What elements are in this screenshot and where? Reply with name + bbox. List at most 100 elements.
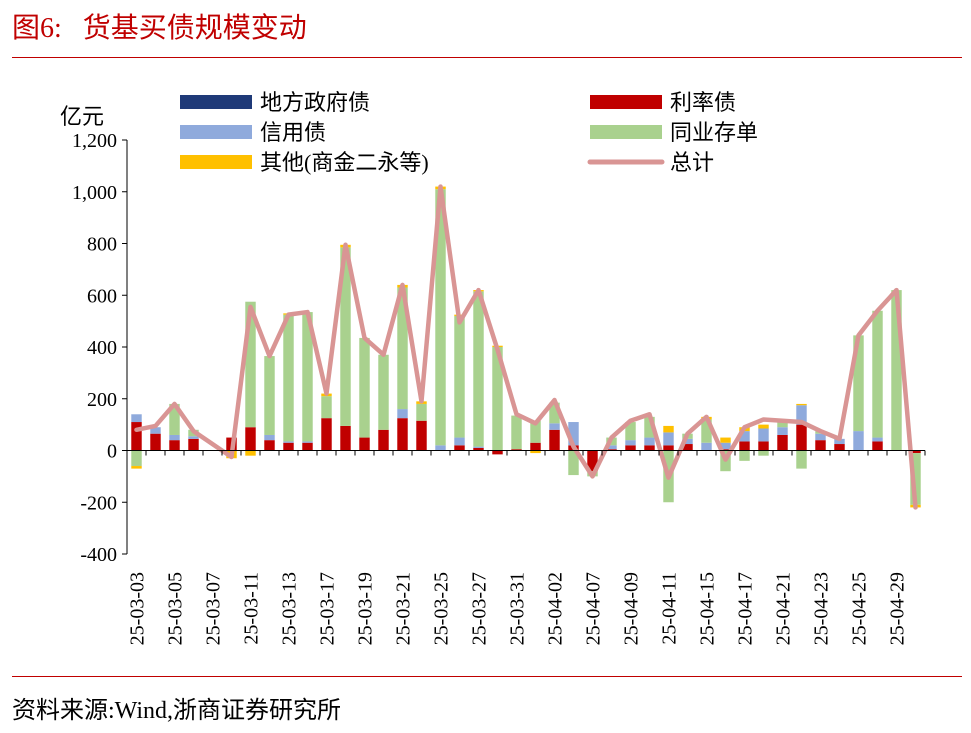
bar-segment xyxy=(131,422,142,451)
title-divider xyxy=(12,57,962,58)
bar-segment xyxy=(245,450,256,456)
bar-segment xyxy=(720,449,731,451)
bar-segment xyxy=(340,247,351,426)
bar-segment xyxy=(625,445,636,451)
y-tick-label: -400 xyxy=(80,544,117,566)
bar-segment xyxy=(416,403,427,421)
legend-swatch xyxy=(180,155,252,169)
legend-label: 利率债 xyxy=(670,90,736,115)
bar-segment xyxy=(606,449,617,451)
bar-segment xyxy=(910,450,921,454)
x-tick-label: 25-04-29 xyxy=(887,572,909,645)
bar-segment xyxy=(188,438,199,451)
bar-segment xyxy=(397,418,408,451)
bar-segment xyxy=(587,450,598,472)
bar-segment xyxy=(701,442,712,451)
bar-segment xyxy=(321,418,332,451)
bar-segment xyxy=(530,442,541,451)
bar-segment xyxy=(853,335,864,432)
source-note: 资料来源:Wind,浙商证券研究所 xyxy=(12,698,342,724)
bar-segment xyxy=(435,445,446,451)
bar-segment xyxy=(644,445,655,451)
bar-segment xyxy=(834,444,845,451)
legend-swatch xyxy=(590,95,662,109)
bar-segment xyxy=(777,420,788,428)
footer-divider xyxy=(12,676,962,677)
axes-layer: -400 -200 0 200 400 600 800 1,000 1,200 25-03-03 2… xyxy=(72,130,926,645)
bar-segment xyxy=(378,354,389,430)
bar-segment xyxy=(701,419,712,443)
x-tick-label: 25-03-05 xyxy=(165,572,187,645)
x-tick-label: 25-03-25 xyxy=(431,572,453,645)
bar-segment xyxy=(796,405,807,425)
x-tick-label: 25-04-23 xyxy=(811,572,833,645)
bar-segment xyxy=(739,450,750,461)
bar-segment xyxy=(435,189,446,446)
y-tick-label: 800 xyxy=(87,234,117,256)
bar-segment xyxy=(416,420,427,451)
bar-segment xyxy=(511,449,522,451)
y-tick-label: 0 xyxy=(107,441,117,463)
bar-segment xyxy=(359,437,370,451)
bar-segment xyxy=(264,440,275,451)
bar-segment xyxy=(815,433,826,441)
bar-segment xyxy=(245,427,256,451)
bar-segment xyxy=(720,442,731,450)
x-tick-label: 25-04-15 xyxy=(697,572,719,645)
bar-segment xyxy=(663,432,674,446)
y-unit-label: 亿元 xyxy=(60,104,104,129)
bar-segment xyxy=(169,440,180,451)
bar-segment xyxy=(549,423,560,430)
bar-segment xyxy=(796,424,807,451)
y-tick-label: 1,000 xyxy=(72,182,117,204)
bar-segment xyxy=(796,450,807,469)
bar-segment xyxy=(264,356,275,435)
y-tick-label: 200 xyxy=(87,389,117,411)
bar-segment xyxy=(568,422,579,446)
legend-label: 其他(商金二永等) xyxy=(260,150,429,175)
bar-segment xyxy=(758,441,769,451)
bar-segment xyxy=(321,396,332,419)
bar-segment xyxy=(625,422,636,441)
bar-segment xyxy=(492,347,503,451)
y-tick-label: -200 xyxy=(80,492,117,514)
bar-segment xyxy=(511,415,522,450)
x-tick-label: 25-04-17 xyxy=(735,572,757,645)
bar-segment xyxy=(397,287,408,410)
bar-segment xyxy=(131,450,142,467)
bar-segment xyxy=(283,442,294,451)
bar-segment xyxy=(853,431,864,451)
bar-segment xyxy=(872,441,883,451)
bar-segment xyxy=(454,445,465,451)
bar-segment xyxy=(283,441,294,443)
bar-segment xyxy=(872,310,883,438)
x-tick-label: 25-03-03 xyxy=(127,572,149,645)
x-tick-label: 25-04-25 xyxy=(849,572,871,645)
bar-segment xyxy=(777,427,788,435)
bar-segment xyxy=(758,424,769,429)
bar-segment xyxy=(815,440,826,451)
bar-segment xyxy=(245,301,256,428)
bar-layer xyxy=(131,186,921,508)
bar-segment xyxy=(758,428,769,442)
bar-segment xyxy=(150,427,161,434)
x-tick-label: 25-03-31 xyxy=(507,572,529,645)
bar-segment xyxy=(682,444,693,451)
x-tick-label: 25-04-09 xyxy=(621,572,643,645)
bar-segment xyxy=(720,437,731,443)
bar-segment xyxy=(359,337,370,438)
bar-segment xyxy=(872,437,883,442)
bar-segment xyxy=(283,314,294,442)
bar-segment xyxy=(568,450,579,476)
legend-swatch xyxy=(180,95,252,109)
bar-segment xyxy=(530,450,541,454)
bar-segment xyxy=(302,442,313,451)
bar-segment xyxy=(796,403,807,406)
bar-segment xyxy=(340,425,351,451)
legend-swatch xyxy=(590,125,662,139)
bar-segment xyxy=(777,434,788,451)
bar-segment xyxy=(473,291,484,447)
bar-segment xyxy=(663,445,674,451)
bar-segment xyxy=(302,312,313,442)
x-tick-label: 25-04-11 xyxy=(659,572,681,645)
